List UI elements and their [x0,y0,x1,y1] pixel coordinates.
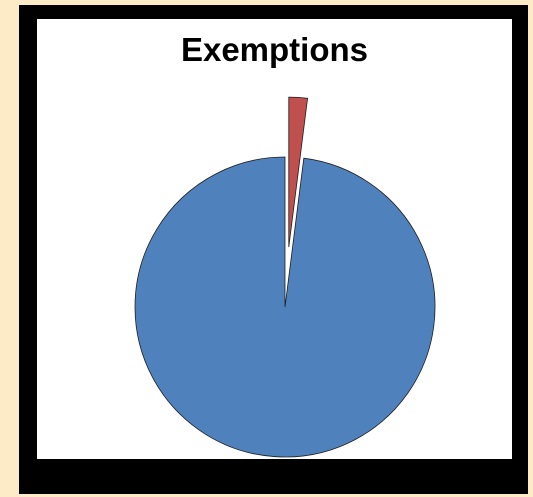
pie-chart [134,96,436,458]
pie-slice-2 [288,96,309,248]
chart-title: Exemptions [180,31,369,68]
chart-plot-area: Exemptions [37,19,512,459]
pie-slice-1 [134,156,436,458]
